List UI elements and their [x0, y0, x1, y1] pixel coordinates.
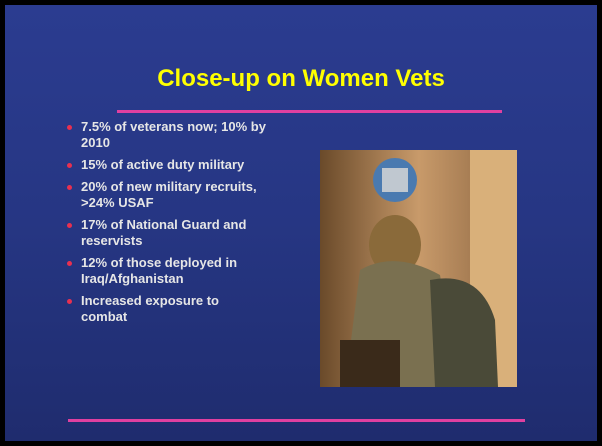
bullet: 15% of active duty military: [67, 157, 267, 173]
bottom-rule: [68, 419, 525, 422]
bullet: 20% of new military recruits, >24% USAF: [67, 179, 267, 211]
bullet: 7.5% of veterans now; 10% by 2010: [67, 119, 267, 151]
bullet: 12% of those deployed in Iraq/Afghanista…: [67, 255, 267, 287]
bullet: Increased exposure to combat: [67, 293, 267, 325]
slide-title: Close-up on Women Vets: [157, 65, 445, 92]
title-rule: [117, 110, 502, 113]
bullet: 17% of National Guard and reservists: [67, 217, 267, 249]
photo: [320, 150, 517, 387]
bullet-list: 7.5% of veterans now; 10% by 2010 15% of…: [67, 119, 267, 331]
